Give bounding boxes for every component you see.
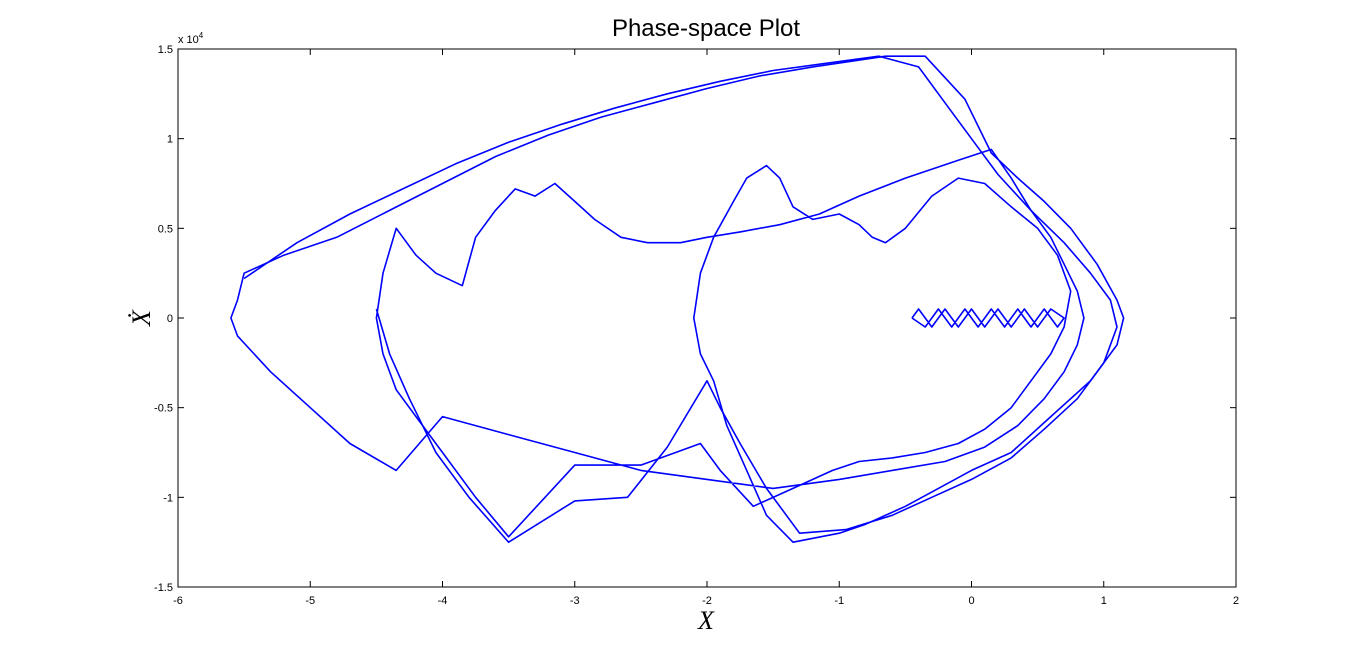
plot-frame bbox=[177, 48, 1237, 588]
y-tick-label: -0.5 bbox=[154, 403, 173, 415]
y-exponent-label: x 104 bbox=[178, 31, 204, 46]
x-tick-label: -6 bbox=[173, 595, 183, 607]
x-tick-label: -4 bbox=[438, 595, 448, 607]
chart-title: Phase-space Plot bbox=[612, 15, 800, 42]
series-line-3 bbox=[911, 308, 1065, 328]
y-tick-label: 1 bbox=[167, 134, 173, 146]
y-tick-label: -1.5 bbox=[154, 582, 173, 594]
x-tick-label: -1 bbox=[834, 595, 844, 607]
x-tick-label: 0 bbox=[968, 595, 974, 607]
x-tick-label: -2 bbox=[702, 595, 712, 607]
y-axis-ticks: 1.5 1 0.5 0 -0.5 -1 -1.5 bbox=[154, 44, 1236, 594]
x-tick-label: 1 bbox=[1101, 595, 1107, 607]
x-tick-label: 2 bbox=[1233, 595, 1239, 607]
x-tick-label: -3 bbox=[570, 595, 580, 607]
y-exponent-base: x 10 bbox=[178, 34, 199, 46]
y-tick-label: 0.5 bbox=[158, 223, 173, 235]
x-axis-label: X bbox=[697, 606, 715, 635]
data-lines bbox=[230, 55, 1125, 544]
y-tick-label: -1 bbox=[163, 492, 173, 504]
y-tick-label: 0 bbox=[167, 313, 173, 325]
x-axis-ticks: -6 -5 -4 -3 -2 -1 0 1 2 bbox=[173, 49, 1239, 607]
plot-area bbox=[177, 48, 1237, 588]
x-tick-label: -5 bbox=[305, 595, 315, 607]
series-line-1 bbox=[230, 55, 1125, 544]
series-line-2 bbox=[243, 55, 1118, 544]
y-tick-label: 1.5 bbox=[158, 44, 173, 56]
y-axis-label: Ẋ bbox=[127, 309, 156, 327]
y-exponent-power: 4 bbox=[199, 31, 204, 40]
